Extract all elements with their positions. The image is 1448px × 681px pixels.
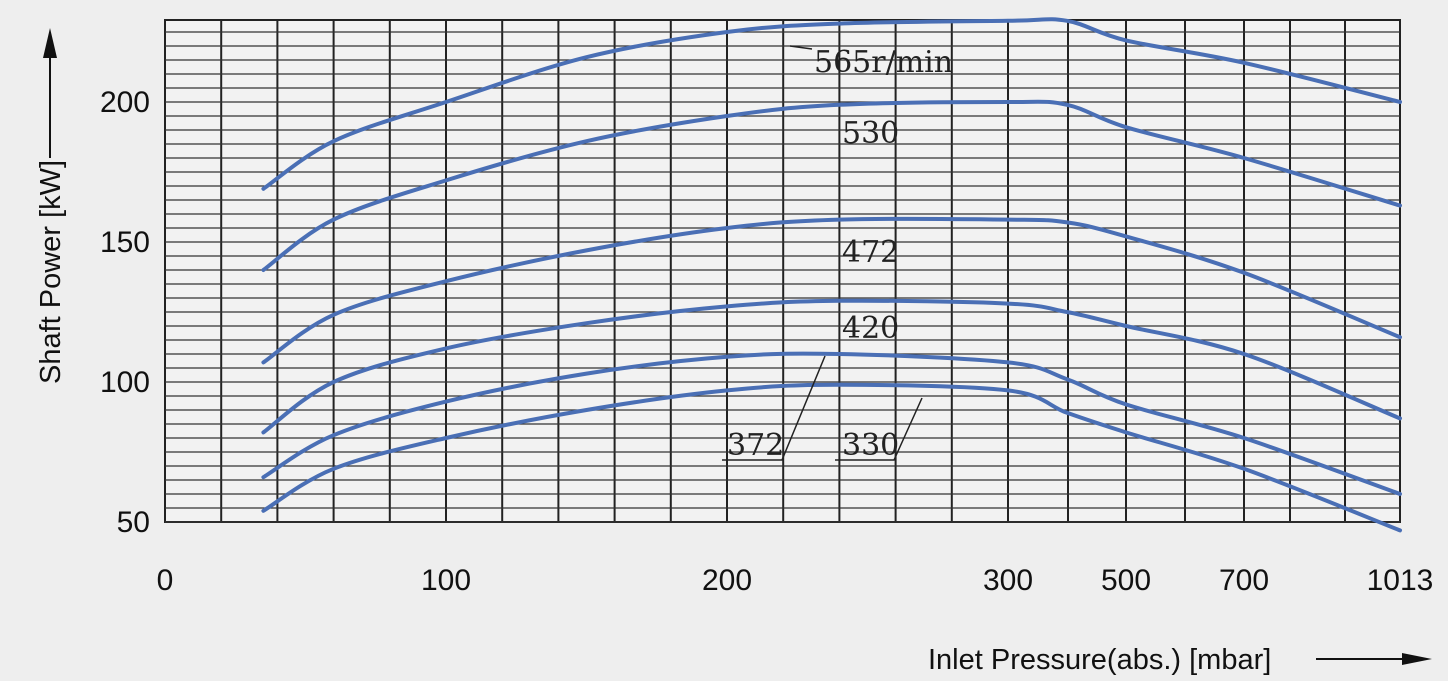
x-tick-label: 700	[1219, 564, 1269, 597]
curve-label-leader	[835, 397, 923, 461]
x-axis-arrow-icon	[1402, 653, 1432, 665]
curve-472	[261, 216, 1402, 365]
y-tick-label: 150	[100, 226, 150, 259]
y-tick-label: 200	[100, 86, 150, 119]
curve-420	[261, 298, 1402, 435]
curve-label: 565r/min	[814, 45, 953, 80]
curve-565rmin	[261, 17, 1402, 191]
curves	[261, 17, 1402, 533]
curve-label: 420	[842, 311, 899, 346]
x-tick-label: 100	[421, 564, 471, 597]
x-tick-label: 1013	[1367, 564, 1434, 597]
x-axis-title: Inlet Pressure(abs.) [mbar]	[928, 644, 1271, 676]
y-axis-title-group: Shaft Power [kW]	[35, 28, 67, 384]
x-tick-label: 500	[1101, 564, 1151, 597]
y-tick-label: 100	[100, 366, 150, 399]
curve-label: 530	[842, 116, 899, 151]
x-axis-title-group: Inlet Pressure(abs.) [mbar]	[928, 644, 1432, 676]
x-tick-label: 200	[702, 564, 752, 597]
curve-label-leader	[722, 355, 826, 461]
curve-label: 372	[727, 428, 784, 463]
x-tick-label: 0	[157, 564, 174, 597]
curve-372	[261, 351, 1402, 496]
tick-labels: 50 100 150 200 0 100 200 300 500 700 1013	[100, 86, 1433, 597]
y-tick-label: 50	[117, 506, 150, 539]
curve-labels: 565r/min 530 472 420 372 330	[722, 45, 953, 463]
x-tick-label: 300	[983, 564, 1033, 597]
curve-330	[261, 382, 1402, 533]
curve-label: 330	[842, 428, 899, 463]
grid	[164, 19, 1401, 523]
y-axis-arrow-icon	[43, 28, 57, 58]
curve-530	[261, 99, 1402, 272]
y-axis-title: Shaft Power [kW]	[35, 160, 67, 384]
curve-label-leader	[789, 45, 813, 50]
curve-label: 472	[842, 235, 899, 270]
